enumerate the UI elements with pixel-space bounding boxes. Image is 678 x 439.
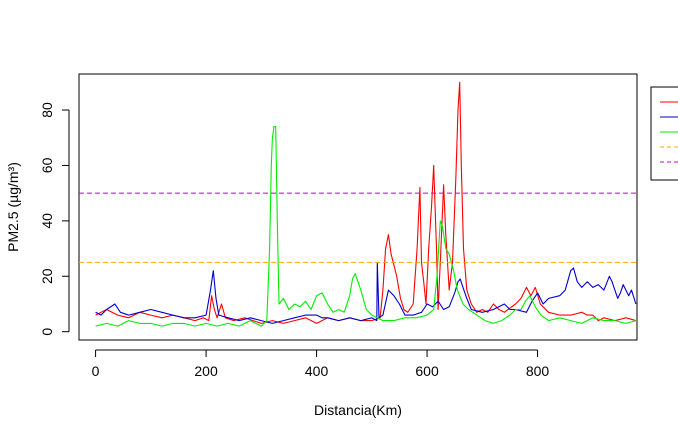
x-tick-label: 600 (415, 363, 439, 379)
series-2-line (95, 261, 637, 324)
y-axis-title: PM2.5 (µg/m³) (5, 162, 21, 252)
y-axis: 0 20 40 60 80 (39, 102, 70, 336)
legend-box (650, 86, 678, 181)
y-tick-label: 0 (39, 328, 55, 336)
legend (650, 86, 678, 181)
y-tick-label: 40 (39, 213, 55, 229)
x-axis: 0 200 400 600 800 (92, 349, 550, 379)
x-tick-label: 400 (305, 363, 329, 379)
series-layer (79, 81, 637, 327)
y-tick-label: 20 (39, 268, 55, 284)
y-tick-label: 80 (39, 102, 55, 118)
x-tick-label: 800 (526, 363, 550, 379)
y-tick-label: 60 (39, 157, 55, 173)
x-tick-label: 200 (194, 363, 218, 379)
x-axis-title: Distancia(Km) (314, 402, 402, 418)
x-tick-label: 0 (92, 363, 100, 379)
plot-frame (78, 73, 638, 341)
series-1-line (95, 81, 637, 324)
series-3-line (95, 126, 637, 327)
